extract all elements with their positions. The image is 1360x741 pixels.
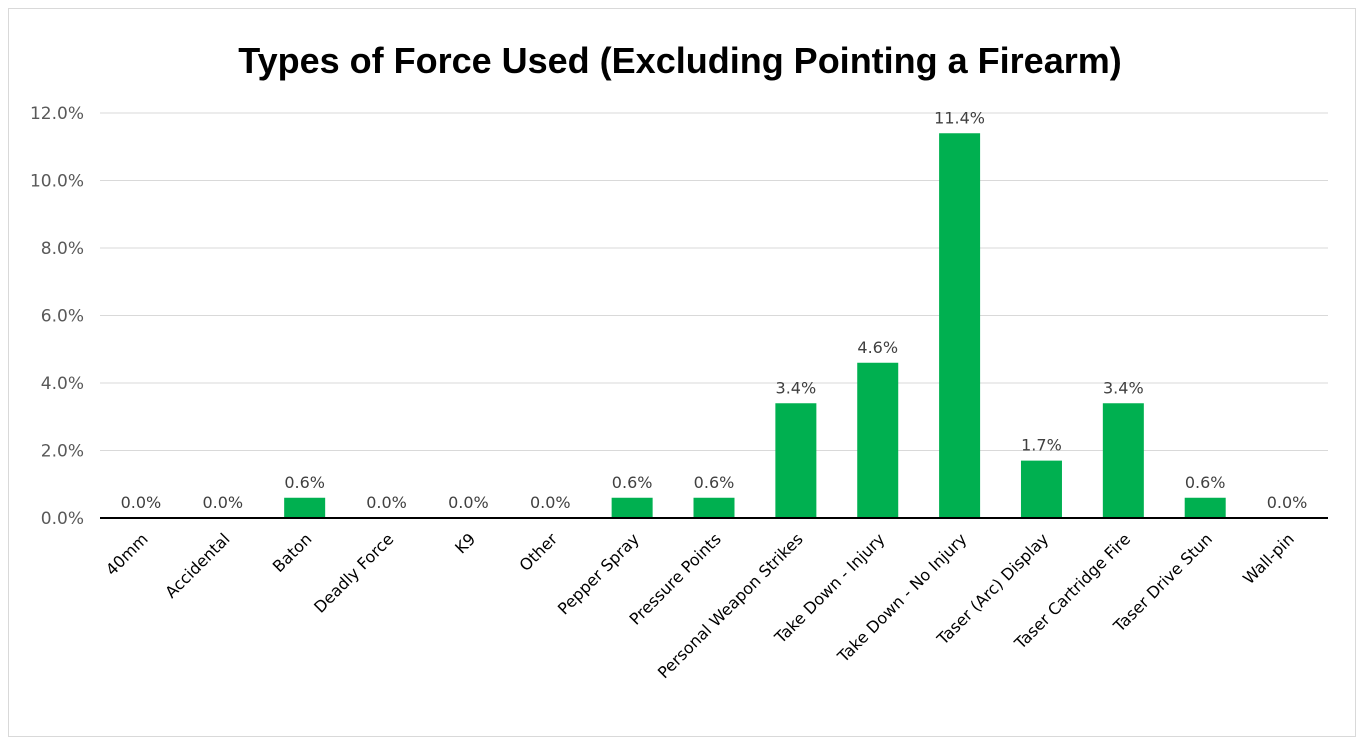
bar bbox=[1184, 497, 1226, 518]
bar bbox=[1102, 403, 1144, 518]
x-category-label: Baton bbox=[269, 529, 316, 576]
bar bbox=[775, 403, 817, 518]
y-axis-tick-labels: 0.0% 2.0% 4.0% 6.0% 8.0% 10.0% 12.0% bbox=[30, 104, 84, 529]
bar bbox=[939, 133, 981, 518]
chart-title: Types of Force Used (Excluding Pointing … bbox=[238, 40, 1121, 81]
gridlines bbox=[100, 112, 1328, 451]
x-category-label: Pepper Spray bbox=[554, 529, 643, 618]
x-category-label: K9 bbox=[451, 529, 479, 557]
x-category-label: Personal Weapon Strikes bbox=[654, 529, 807, 682]
x-category-label: Wall-pin bbox=[1239, 529, 1298, 588]
bar bbox=[611, 497, 653, 518]
data-label: 0.0% bbox=[366, 493, 407, 512]
data-label: 0.6% bbox=[612, 473, 653, 492]
data-label: 0.6% bbox=[284, 473, 325, 492]
bar bbox=[693, 497, 735, 518]
bar bbox=[1020, 460, 1062, 518]
y-tick-label: 8.0% bbox=[41, 239, 84, 259]
y-tick-label: 4.0% bbox=[41, 374, 84, 394]
y-tick-label: 0.0% bbox=[41, 509, 84, 529]
x-category-label: Deadly Force bbox=[310, 529, 397, 616]
bars bbox=[284, 133, 1226, 518]
data-label: 1.7% bbox=[1021, 436, 1062, 455]
x-category-label: 40mm bbox=[102, 529, 152, 579]
data-label: 0.6% bbox=[694, 473, 735, 492]
data-labels: 0.0% 0.0% 0.6% 0.0% 0.0% 0.0% 0.6% 0.6% 3.4% 4.6%… bbox=[121, 108, 1308, 512]
data-label: 4.6% bbox=[857, 338, 898, 357]
y-tick-label: 6.0% bbox=[41, 307, 84, 327]
data-label: 11.4% bbox=[934, 108, 985, 127]
chart-frame bbox=[8, 8, 1356, 737]
data-label: 0.0% bbox=[202, 493, 243, 512]
data-label: 0.6% bbox=[1185, 473, 1226, 492]
x-category-label: Accidental bbox=[161, 529, 233, 601]
y-tick-label: 2.0% bbox=[41, 442, 84, 462]
data-label: 3.4% bbox=[1103, 378, 1144, 397]
data-label: 3.4% bbox=[776, 378, 817, 397]
bar bbox=[284, 497, 326, 518]
bar bbox=[857, 362, 899, 518]
x-category-label: Other bbox=[516, 529, 562, 575]
data-label: 0.0% bbox=[530, 493, 571, 512]
data-label: 0.0% bbox=[1267, 493, 1308, 512]
data-label: 0.0% bbox=[121, 493, 162, 512]
data-label: 0.0% bbox=[448, 493, 489, 512]
y-tick-label: 12.0% bbox=[30, 104, 84, 124]
y-tick-label: 10.0% bbox=[30, 172, 84, 192]
